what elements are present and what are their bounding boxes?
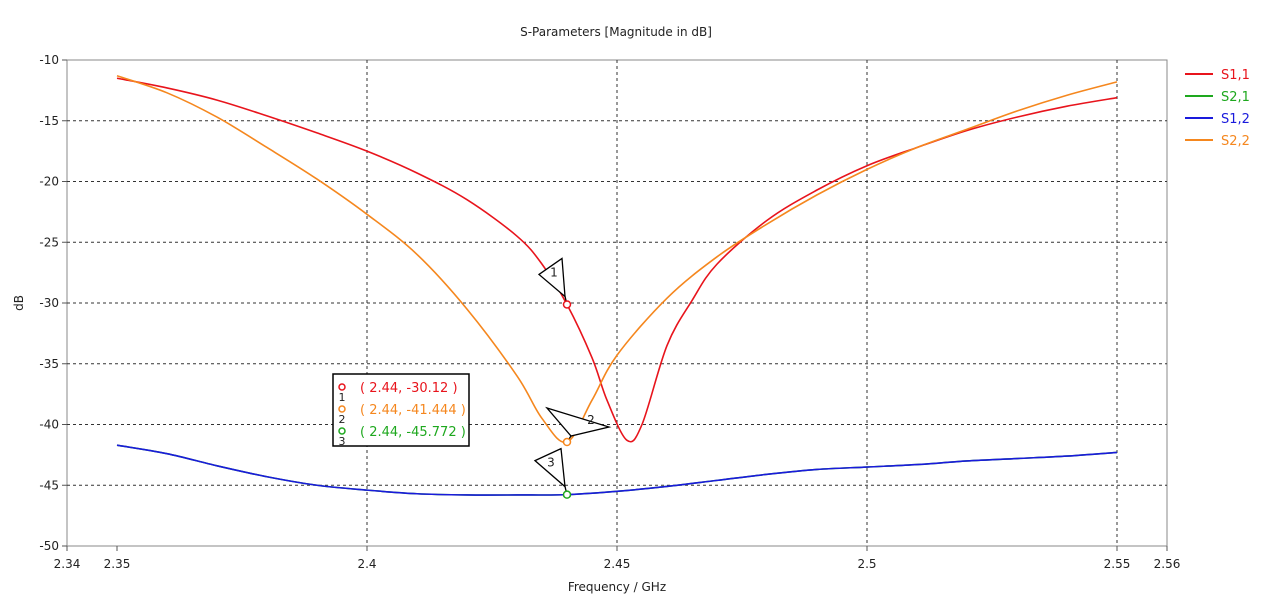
series-lines xyxy=(116,75,1118,496)
x-tick-label: 2.56 xyxy=(1154,557,1181,571)
x-tick-label: 2.34 xyxy=(54,557,81,571)
y-axis-label: dB xyxy=(12,295,26,311)
marker-flag xyxy=(537,257,566,298)
x-tick-label: 2.4 xyxy=(357,557,376,571)
legend-label: S1,2 xyxy=(1221,112,1250,127)
readout-value: ( 2.44, -41.444 ) xyxy=(360,403,466,418)
readout-value: ( 2.44, -45.772 ) xyxy=(360,425,466,440)
grid xyxy=(67,60,1167,546)
marker-number: 2 xyxy=(587,413,595,427)
y-tick-label: -45 xyxy=(39,478,59,492)
readout-marker-icon xyxy=(338,383,346,391)
legend-label: S1,1 xyxy=(1221,68,1250,83)
y-tick-label: -50 xyxy=(39,539,59,553)
axis-ticks: 2.34 2.35 2.4 2.45 2.5 2.55 2.56 -10 -15 -20 -25 -3… xyxy=(39,53,1180,571)
y-tick-label: -35 xyxy=(39,357,59,371)
y-tick-label: -15 xyxy=(39,114,59,128)
legend: S1,1 S2,1 S1,2 S2,2 xyxy=(1185,68,1250,149)
series-line-S1-2 xyxy=(116,444,1118,496)
readout-marker-number: 2 xyxy=(339,413,346,426)
x-tick-label: 2.45 xyxy=(604,557,631,571)
marker-point xyxy=(562,300,572,309)
marker-number: 1 xyxy=(550,265,558,279)
x-axis-label: Frequency / GHz xyxy=(568,580,666,594)
markers: 1 2 3 xyxy=(533,257,612,499)
y-tick-label: -25 xyxy=(39,235,59,249)
marker-readout-box: 1 ( 2.44, -30.12 ) 2 ( 2.44, -41.444 ) 3 ( 2.… xyxy=(332,373,470,448)
readout-marker-icon xyxy=(338,405,346,413)
readout-marker-number: 3 xyxy=(339,435,346,448)
readout-marker-icon xyxy=(338,427,346,435)
legend-label: S2,2 xyxy=(1221,134,1250,149)
chart-title: S-Parameters [Magnitude in dB] xyxy=(520,25,712,39)
x-tick-label: 2.35 xyxy=(104,557,131,571)
marker-point xyxy=(562,490,572,499)
readout-value: ( 2.44, -30.12 ) xyxy=(360,381,458,396)
y-tick-label: -10 xyxy=(39,53,59,67)
x-tick-label: 2.5 xyxy=(857,557,876,571)
series-line-S2-2 xyxy=(116,75,1118,444)
x-tick-label: 2.55 xyxy=(1104,557,1131,571)
readout-frame xyxy=(332,373,470,447)
readout-marker-number: 1 xyxy=(339,391,346,404)
y-tick-label: -40 xyxy=(39,418,59,432)
marker-number: 3 xyxy=(547,456,555,470)
y-tick-label: -30 xyxy=(39,296,59,310)
marker-point xyxy=(562,437,572,447)
marker-flag xyxy=(545,406,612,437)
y-tick-label: -20 xyxy=(39,175,59,189)
legend-label: S2,1 xyxy=(1221,90,1250,105)
marker-flag xyxy=(533,447,566,489)
